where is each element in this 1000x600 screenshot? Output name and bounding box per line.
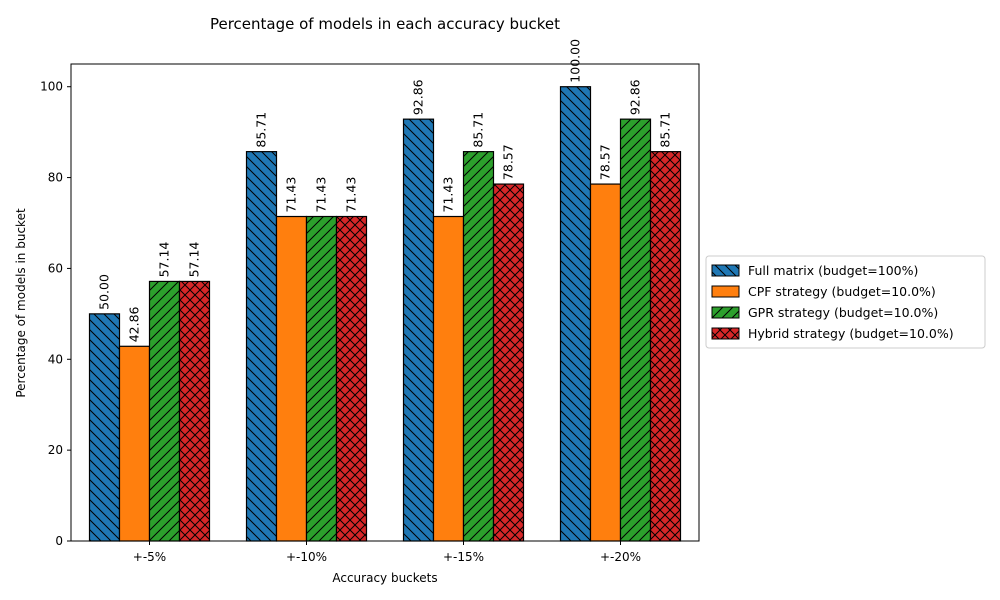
bar-hatch [620,119,651,542]
chart-title: Percentage of models in each accuracy bu… [210,15,560,33]
data-label: 42.86 [127,306,142,342]
x-tick-label: +-5% [133,550,166,564]
legend-box [705,255,986,349]
x-tick-label: +-15% [443,550,484,564]
legend-label: CPF strategy (budget=10.0%) [748,284,936,299]
bar-hatch [336,216,367,541]
bar-hatch [179,281,210,541]
data-label: 85.71 [658,112,673,148]
data-label: 57.14 [157,242,172,278]
data-label: 71.43 [344,177,359,213]
y-tick-label: 60 [48,261,63,275]
bar-hatch [89,313,120,541]
legend-swatch-outline [711,285,740,298]
data-label: 85.71 [254,112,269,148]
legend-label: Hybrid strategy (budget=10.0%) [748,326,954,341]
bar-hatch [306,216,337,541]
legend-label: GPR strategy (budget=10.0%) [748,305,938,320]
x-tick-label: +-10% [286,550,327,564]
data-label: 71.43 [284,177,299,213]
bar-hatch [403,119,434,542]
bar [276,216,307,541]
data-label: 100.00 [568,39,583,83]
x-tick-label: +-20% [600,550,641,564]
data-label: 78.57 [501,144,516,180]
data-label: 71.43 [314,177,329,213]
legend-swatch-outline [711,264,740,277]
legend-swatch [712,286,739,297]
bar [590,184,621,541]
x-axis-label: Accuracy buckets [332,571,437,585]
data-label: 78.57 [598,144,613,180]
bar-hatch [149,281,180,541]
data-label: 85.71 [471,112,486,148]
legend: Full matrix (budget=100%) CPF strategy (b… [705,255,986,349]
y-tick-label: 20 [48,443,63,457]
y-tick-label: 40 [48,352,63,366]
y-tick-label: 80 [48,171,63,185]
y-tick-label: 0 [55,534,63,548]
data-label: 50.00 [97,274,112,310]
legend-swatch-hatch [712,328,739,339]
bar-hatch [246,151,277,541]
y-axis-label: Percentage of models in bucket [14,208,28,398]
legend-label: Full matrix (budget=100%) [748,263,918,278]
legend-swatch-outline [711,327,740,340]
bar-hatch [493,184,524,541]
bar-hatch [650,151,681,541]
axes-frame [70,63,700,542]
bar [433,216,464,541]
bar-hatch [560,86,591,541]
legend-swatch-hatch [712,307,739,318]
y-tick-label: 100 [40,80,63,94]
bar [119,346,150,541]
data-label: 92.86 [628,79,643,115]
data-label: 71.43 [441,177,456,213]
plot-area: 50.00 42.86 57.14 57.14 +-5% 85.71 71.43 71.43 7… [40,39,700,564]
bar-hatch [463,151,494,541]
legend-swatch-hatch [712,265,739,276]
legend-swatch-outline [711,306,740,319]
data-label: 57.14 [187,242,202,278]
data-label: 92.86 [411,79,426,115]
